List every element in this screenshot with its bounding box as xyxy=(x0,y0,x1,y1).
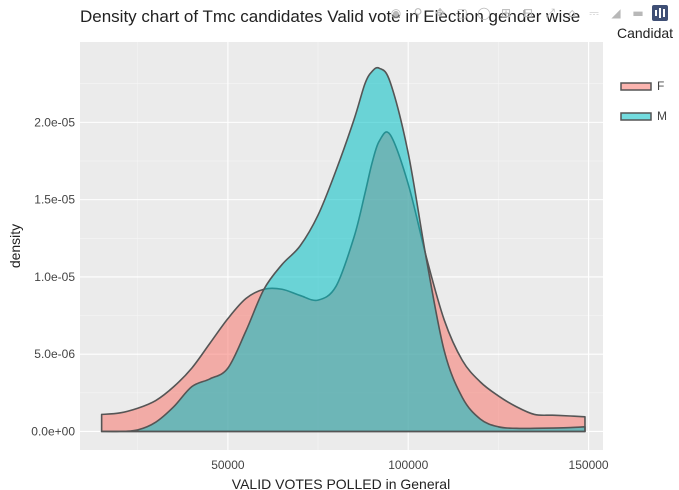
lasso-icon[interactable]: ◯ xyxy=(477,6,491,20)
x-tick-label: 50000 xyxy=(211,458,245,472)
y-tick-label: 0.0e+00 xyxy=(31,424,75,438)
camera-icon[interactable]: ◉ xyxy=(390,6,402,20)
x-tick-label: 150000 xyxy=(569,458,609,472)
pan-icon[interactable]: ✥ xyxy=(434,6,446,20)
legend-title: Candidat xyxy=(617,25,673,41)
density-areas xyxy=(100,66,586,433)
legend-label-M: M xyxy=(657,109,667,123)
y-tick-label: 2.0e-05 xyxy=(34,115,75,129)
y-tick-label: 5.0e-06 xyxy=(34,347,75,361)
zoom-out-icon[interactable]: ⊟ xyxy=(522,6,534,20)
legend-item-M[interactable]: M xyxy=(620,109,667,123)
spike-lines-icon[interactable]: ⎓ xyxy=(589,5,599,20)
legend-swatch-F xyxy=(620,82,652,91)
modebar: ◉ ⚲ ✥ ▢ ◯ ⊞ ⊟ ⤢ ⌂ ⎓ ◢ ▬ xyxy=(388,4,668,22)
y-axis-label: density xyxy=(7,224,23,268)
x-tick-label: 100000 xyxy=(388,458,428,472)
legend-swatch-M xyxy=(620,112,652,121)
y-tick-label: 1.5e-05 xyxy=(34,193,75,207)
y-tick-labels: 0.0e+00 5.0e-06 1.0e-05 1.5e-05 2.0e-05 xyxy=(31,115,75,438)
hover-compare-icon[interactable]: ▬ xyxy=(632,6,644,20)
x-axis-label: VALID VOTES POLLED in General xyxy=(232,476,450,490)
legend-item-F[interactable]: F xyxy=(620,79,664,93)
density-area-M[interactable] xyxy=(100,66,586,433)
zoom-in-icon[interactable]: ⊞ xyxy=(500,6,512,20)
zoom-icon[interactable]: ⚲ xyxy=(413,6,423,20)
x-tick-labels: 50000 100000 150000 xyxy=(211,458,609,472)
reset-axes-icon[interactable]: ⌂ xyxy=(568,6,576,20)
box-select-icon[interactable]: ▢ xyxy=(456,6,468,20)
y-tick-label: 1.0e-05 xyxy=(34,270,75,284)
chart-title: Density chart of Tmc candidates Valid vo… xyxy=(80,7,580,26)
autoscale-icon[interactable]: ⤢ xyxy=(545,5,555,20)
hover-closest-icon[interactable]: ◢ xyxy=(611,6,621,20)
legend-label-F: F xyxy=(657,79,664,93)
plotly-logo-icon[interactable] xyxy=(652,5,668,21)
legend[interactable]: FM xyxy=(620,79,667,123)
